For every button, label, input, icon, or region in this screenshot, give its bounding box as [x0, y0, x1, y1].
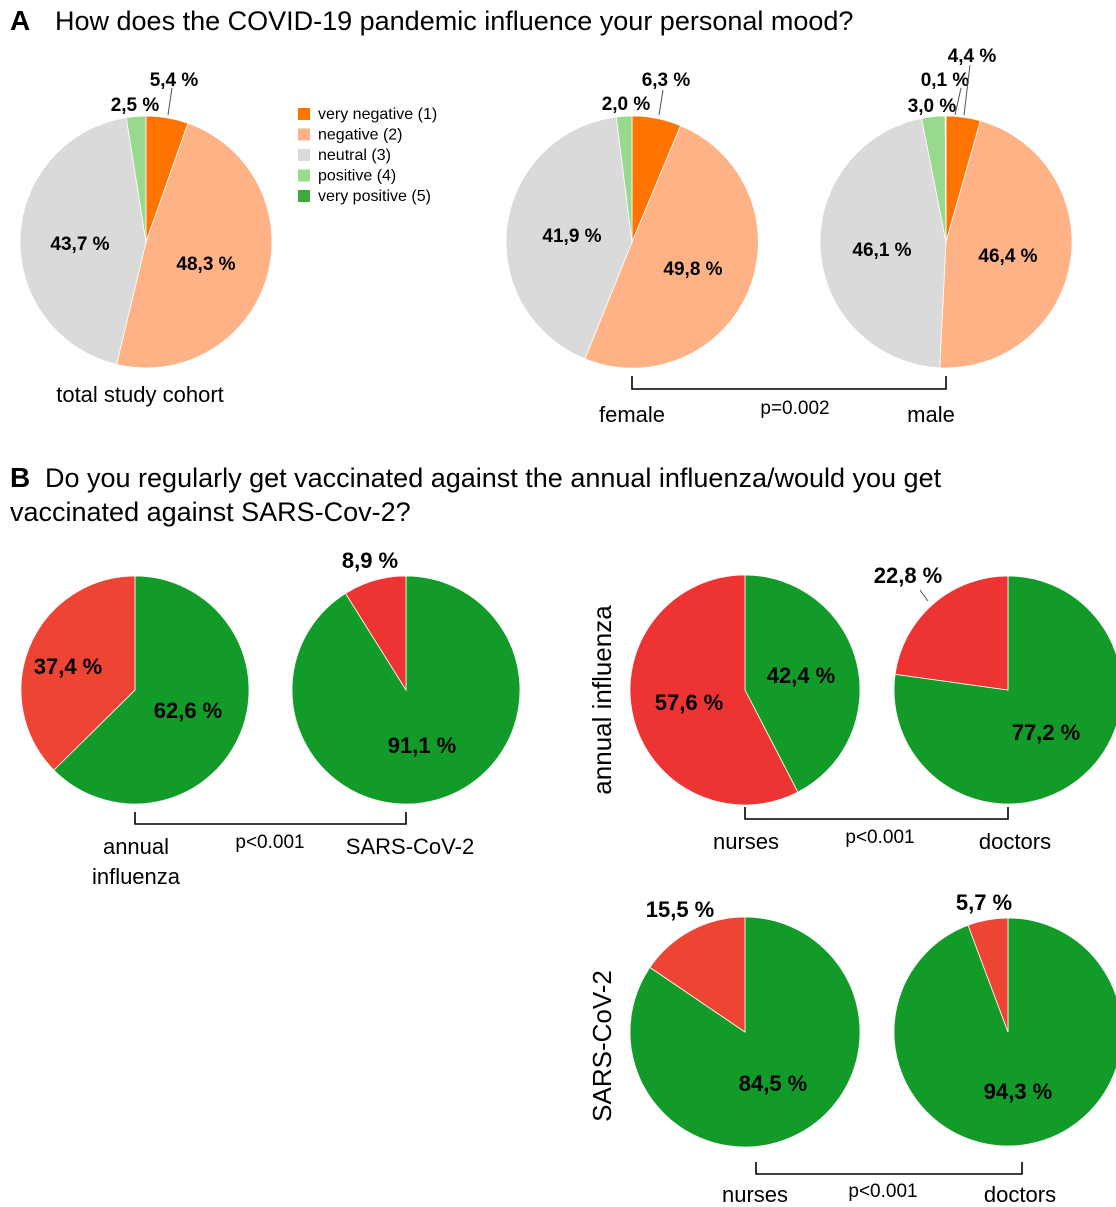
flu-doctors-slice-yes: [893, 575, 1116, 805]
sars-occupation-p-value: p<0.001: [848, 1181, 917, 1202]
sars-nurses-data-label: 15,5 %: [646, 897, 715, 922]
vaccine-bracket: [134, 812, 407, 825]
mood-male-data-label: 46,4 %: [978, 246, 1037, 267]
sars-doctors-data-label: 5,7 %: [956, 890, 1012, 915]
leader-line: [954, 87, 962, 116]
leader-line: [963, 64, 971, 116]
flu-nurses-slice-yes: [744, 574, 861, 793]
mood-male-slice-negative-2: [939, 120, 1073, 369]
vacc-flu-total-data-label: 37,4 %: [34, 654, 103, 679]
mood-female-slice-neutral-3: [505, 116, 633, 360]
mood-male-pie: 4,4 % 46,4 % 46,1 % 3,0 % 0,1 %: [819, 46, 1073, 369]
flu-occupation-bracket: [744, 807, 1009, 820]
flu-nurses-data-label: 57,6 %: [655, 690, 724, 715]
mood-male-slice-very-positive-5: [944, 115, 947, 243]
sars-label: SARS-CoV-2: [346, 834, 474, 859]
legend-swatch: [298, 149, 310, 161]
mood-total-slice-positive-4: [125, 115, 147, 243]
panel-b-question-line2: vaccinated against SARS-Cov-2?: [10, 497, 411, 527]
panel-b-letter: B: [10, 462, 30, 493]
vacc-flu-total-slice-yes: [53, 575, 250, 805]
mood-male-data-label: 46,1 %: [852, 240, 911, 261]
gender-bracket: [631, 376, 947, 390]
leader-line: [919, 589, 929, 602]
mood-total-slice-negative-2: [116, 122, 273, 369]
legend-label: neutral (3): [318, 147, 391, 164]
flu-nurses-data-label: 42,4 %: [767, 663, 836, 688]
vacc-sars-total-data-label: 91,1 %: [388, 733, 457, 758]
mood-female-slice-positive-4: [615, 115, 633, 243]
flu-occupation-p-value: p<0.001: [845, 827, 914, 848]
vacc-sars-total-slice-no: [344, 575, 407, 692]
vaccine-p-value: p<0.001: [235, 832, 304, 853]
leader-line: [167, 87, 173, 116]
panel-a-question: How does the COVID-19 pandemic influence…: [55, 6, 853, 36]
sars-nurses-data-label: 84,5 %: [739, 1071, 808, 1096]
sars-doctors-data-label: 94,3 %: [984, 1079, 1053, 1104]
panel-b-question-line1: Do you regularly get vaccinated against …: [45, 463, 942, 493]
gender-p-value: p=0.002: [760, 398, 829, 419]
sars-total-pie: 91,1 % 8,9 %: [291, 548, 521, 805]
vacc-sars-total-data-label: 8,9 %: [342, 548, 398, 573]
mood-male-data-label: 3,0 %: [908, 96, 957, 117]
mood-total-data-label: 43,7 %: [50, 234, 109, 255]
leader-line: [658, 89, 664, 116]
side-label-sars: SARS-CoV-2: [587, 970, 617, 1122]
flu-total-pie: 62,6 % 37,4 %: [20, 575, 250, 805]
mood-female-data-label: 6,3 %: [642, 70, 691, 91]
flu-nurses-slice-no: [629, 574, 799, 806]
sars-doctors-pie: 94,3 % 5,7 %: [893, 890, 1116, 1147]
mood-female-slice-negative-2: [584, 125, 759, 369]
mood-total-data-label: 48,3 %: [176, 254, 235, 275]
legend-label: negative (2): [318, 127, 403, 144]
sars-doctors-slice-yes: [893, 917, 1116, 1147]
legend-swatch: [298, 128, 310, 141]
sars-nurses-slice-no: [649, 916, 746, 1033]
sars-doctors-slice-no: [967, 917, 1009, 1033]
side-label-flu: annual influenza: [587, 605, 617, 795]
female-label: female: [599, 402, 665, 427]
mood-total-data-label: 5,4 %: [150, 70, 199, 91]
legend-label: very positive (5): [318, 188, 431, 205]
mood-female-data-label: 2,0 %: [602, 94, 651, 115]
mood-male-data-label: 4,4 %: [948, 46, 997, 67]
legend-swatch: [298, 190, 310, 202]
sars-doctors-label: doctors: [984, 1182, 1056, 1207]
mood-legend: very negative (1) negative (2) neutral (3)…: [298, 106, 437, 205]
mood-male-data-label: 0,1 %: [921, 70, 970, 91]
sars-nurses-label: nurses: [722, 1182, 788, 1207]
mood-female-pie: 6,3 % 49,8 % 41,9 % 2,0 %: [505, 70, 759, 369]
legend-label: very negative (1): [318, 106, 437, 123]
sars-nurses-pie: 84,5 % 15,5 %: [629, 897, 861, 1148]
legend-label: positive (4): [318, 168, 396, 185]
flu-label-line1: annual: [103, 834, 169, 859]
vacc-flu-total-data-label: 62,6 %: [154, 698, 223, 723]
total-cohort-label: total study cohort: [56, 382, 224, 407]
mood-female-data-label: 41,9 %: [542, 226, 601, 247]
flu-doctors-pie: 77,2 % 22,8 %: [874, 563, 1116, 805]
flu-doctors-slice-no: [894, 575, 1009, 691]
mood-total-pie: 5,4 % 48,3 % 43,7 % 2,5 %: [19, 70, 273, 369]
mood-total-slice-neutral-3: [19, 117, 147, 365]
mood-female-data-label: 49,8 %: [663, 259, 722, 280]
panel-a-letter: A: [10, 5, 30, 36]
flu-nurses-label: nurses: [713, 829, 779, 854]
flu-label-line2: influenza: [92, 864, 181, 889]
flu-doctors-data-label: 22,8 %: [874, 563, 943, 588]
flu-doctors-label: doctors: [979, 829, 1051, 854]
mood-total-data-label: 2,5 %: [111, 95, 160, 116]
male-label: male: [907, 402, 955, 427]
flu-nurses-pie: 42,4 % 57,6 %: [629, 574, 861, 806]
vacc-flu-total-slice-no: [20, 575, 136, 771]
legend-swatch: [298, 108, 310, 120]
flu-doctors-data-label: 77,2 %: [1012, 720, 1081, 745]
sars-occupation-bracket: [755, 1162, 1023, 1175]
legend-swatch: [298, 169, 310, 182]
mood-male-slice-neutral-3: [819, 117, 947, 369]
